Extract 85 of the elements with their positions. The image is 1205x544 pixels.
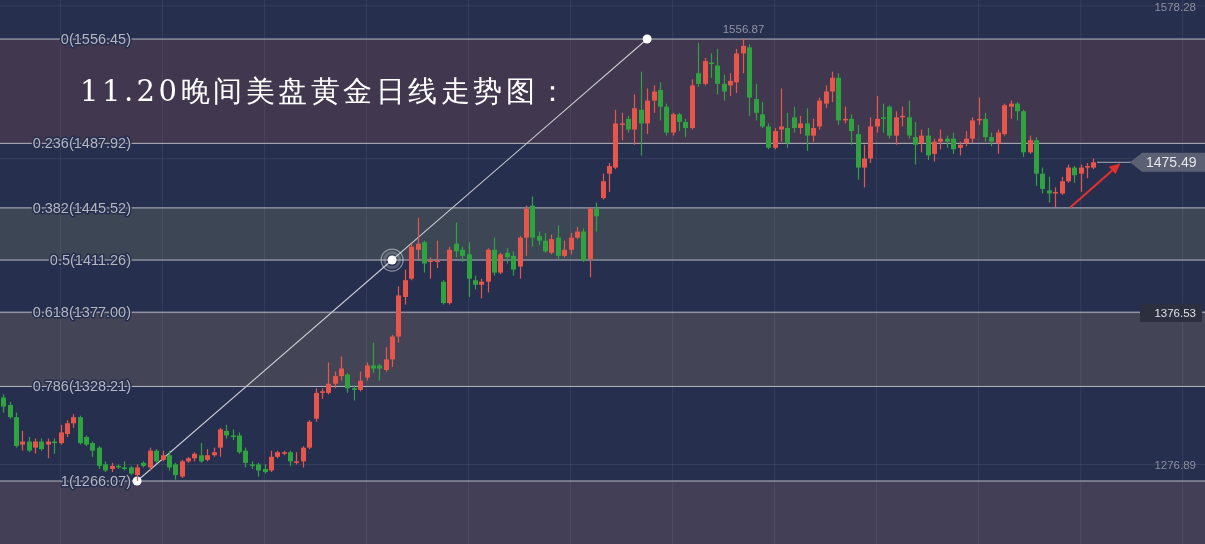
candlestick [365,361,370,382]
candlestick [1009,100,1014,120]
candlestick [754,83,759,121]
candlestick [849,113,854,146]
candlestick [1015,101,1020,121]
candlestick [20,430,25,452]
candlestick [1040,166,1045,195]
candlestick [785,112,790,149]
candlestick [862,144,867,188]
candlestick [498,252,503,275]
candlestick [773,127,778,150]
candlestick [805,107,810,152]
candlestick [703,57,708,86]
candlestick [1028,135,1033,155]
candlestick [620,112,625,141]
candlestick [543,232,548,254]
candlestick [645,87,650,135]
candlestick [1079,163,1084,193]
candlestick [556,224,561,260]
candlestick [416,217,421,262]
candlestick [932,138,937,163]
candlestick [722,74,727,102]
candlestick [180,459,185,479]
candlestick [938,128,943,150]
candlestick [403,268,408,306]
candlestick [390,334,395,368]
candlestick [301,445,306,469]
candlestick [652,84,657,114]
candlestick [479,278,484,300]
candlestick [549,233,554,255]
candlestick [715,48,720,96]
candlestick [983,112,988,143]
candlestick [741,37,746,74]
annotation: 1556.87 [722,23,765,36]
y-tick-label: 1276.89 [1154,458,1196,471]
candlestick [422,240,427,274]
candlestick [894,110,899,146]
ref-line-label: 0(1556.45) [60,31,131,48]
candlestick [632,93,637,146]
candlestick [677,112,682,132]
candlestick [913,121,918,166]
annotation: 1475.49 [1146,154,1197,171]
candlestick [811,118,816,143]
candlestick [830,71,835,103]
candlestick [766,122,771,150]
candlestick [345,372,350,394]
candlestick [269,450,274,473]
candlestick [492,237,497,277]
candlestick [1060,176,1065,196]
candlestick [569,232,574,255]
candlestick [435,240,440,269]
candlestick [441,279,446,306]
candlestick [1066,163,1071,184]
candlestick [792,106,797,134]
candlestick [907,100,912,140]
candlestick [358,370,363,392]
candlestick [798,115,803,135]
candlestick [779,87,784,143]
candlestick [696,42,701,88]
candlestick [970,116,975,144]
candlestick [926,127,931,161]
candlestick [601,173,606,201]
candlestick [683,118,688,138]
candlestick [824,84,829,109]
candlestick [384,346,389,373]
candlestick [199,442,204,464]
ref-line-label: 0.5(1411.26) [49,252,131,269]
y-tick-label: 1376.53 [1154,306,1196,319]
candlestick [919,128,924,153]
candlestick [875,95,880,134]
y-tick-label: 1578.28 [1154,1,1196,13]
candlestick [428,256,433,280]
text: 11.20晚间美盘黄金日线走势图： [80,74,571,108]
candlestick [46,437,51,459]
candlestick [594,201,599,233]
candlestick [658,81,663,121]
candlestick [760,101,765,129]
candlestick [1047,176,1052,204]
candlestick [1,393,6,414]
ref-line-label: 1(1266.07) [60,473,131,490]
candlestick [148,447,153,472]
candlestick [218,427,223,458]
candlestick [339,355,344,382]
candlestick [639,71,644,157]
candlestick [671,112,676,137]
